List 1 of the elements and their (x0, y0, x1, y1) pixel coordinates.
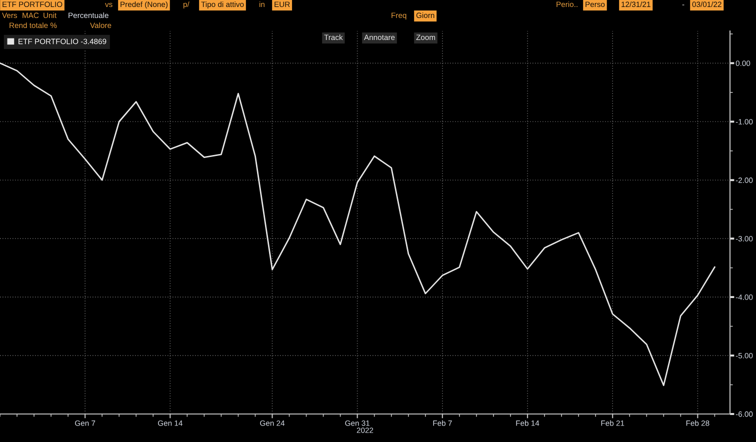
line-series (0, 62, 716, 386)
